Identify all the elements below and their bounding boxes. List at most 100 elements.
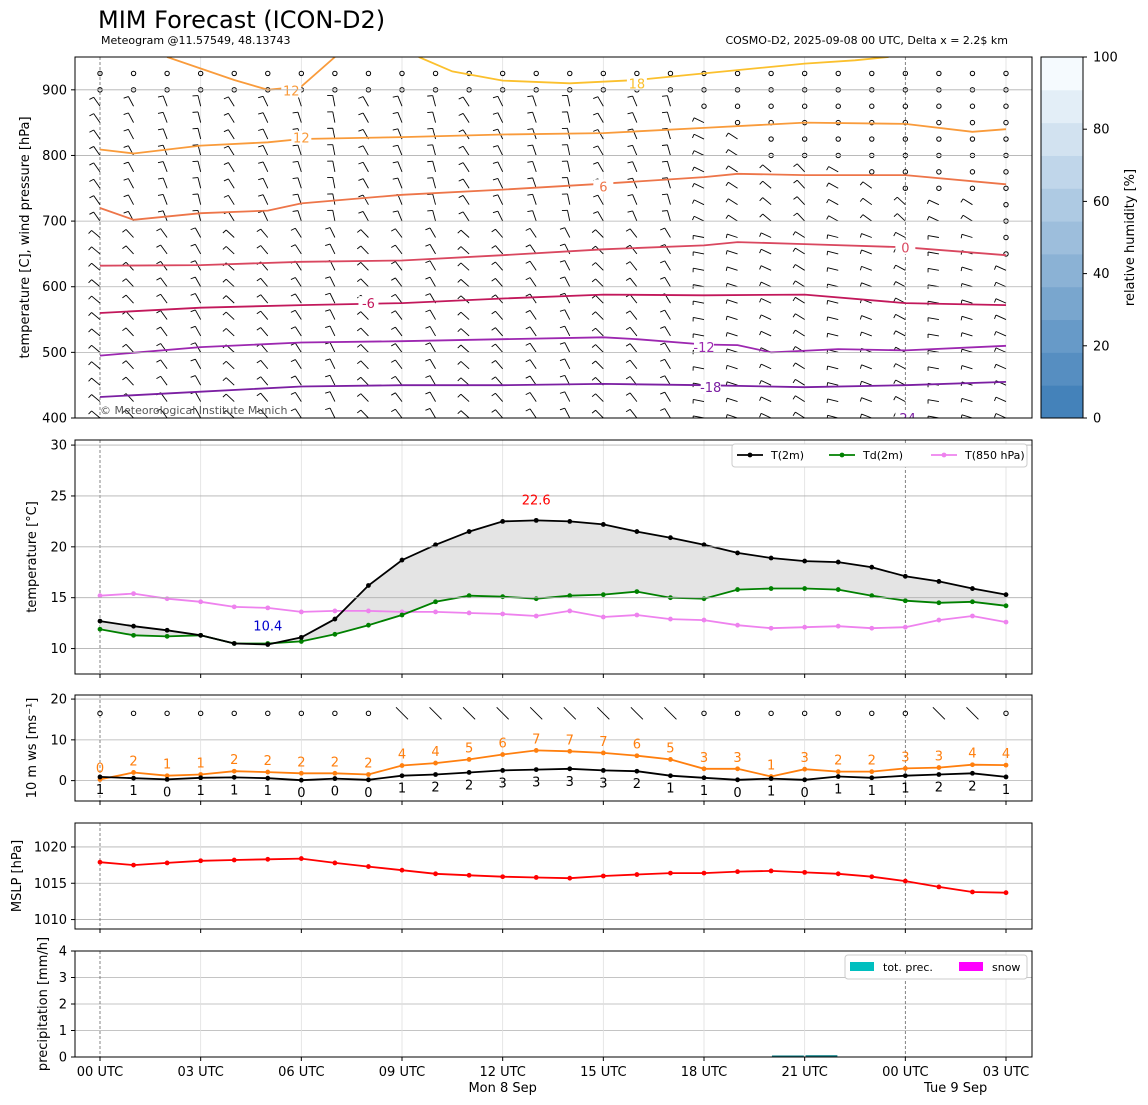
wind-label: 0 bbox=[331, 785, 339, 800]
wind-barb-flag bbox=[391, 359, 396, 363]
wind-barb-flag bbox=[625, 343, 631, 347]
wind-barb-flag bbox=[123, 194, 129, 198]
wind-barb-flag bbox=[356, 245, 362, 250]
wind-barb-flag bbox=[491, 261, 496, 266]
wind-barb-flag bbox=[527, 177, 533, 180]
temperature-ytick-label: 30 bbox=[50, 439, 67, 454]
wind-barb-flag bbox=[960, 299, 963, 304]
wind-barb bbox=[260, 310, 269, 320]
wind-barb bbox=[460, 311, 470, 320]
wind-barb-flag bbox=[157, 111, 164, 114]
wind-barb-flag bbox=[156, 326, 161, 330]
wind-barb-flag bbox=[859, 381, 862, 386]
colorbar-tick-label: 60 bbox=[1093, 195, 1110, 210]
wind-point bbox=[802, 777, 808, 783]
wind-barb-flag bbox=[625, 376, 631, 380]
wind-barb-flag bbox=[356, 360, 362, 365]
wind-barb-flag bbox=[123, 96, 129, 99]
wind-barb-flag bbox=[190, 325, 196, 329]
wind-barb bbox=[728, 132, 738, 140]
wind-barb bbox=[597, 96, 604, 107]
wind-barb bbox=[495, 310, 504, 320]
wind-barb-flag bbox=[122, 409, 127, 414]
wind-barb bbox=[460, 361, 470, 370]
wind-barb bbox=[495, 343, 504, 353]
wind-barb bbox=[495, 327, 504, 337]
wind-barb bbox=[228, 178, 235, 189]
wind-barb-flag bbox=[325, 358, 331, 361]
wind-point bbox=[399, 773, 405, 779]
wind-barb bbox=[495, 245, 504, 255]
wind-barb bbox=[861, 331, 872, 337]
wind-barb bbox=[795, 296, 805, 304]
wind-barb-flag bbox=[793, 212, 798, 217]
wind-barb bbox=[260, 376, 269, 386]
wind-barb-flag bbox=[391, 392, 396, 396]
wind-barb bbox=[564, 309, 571, 320]
wind-barb-flag bbox=[625, 244, 631, 249]
td2m-point bbox=[1003, 603, 1009, 609]
wind-barb-flag bbox=[759, 197, 764, 202]
wind-barb bbox=[429, 359, 436, 369]
wind-barb-flag bbox=[725, 299, 728, 304]
wind-barb bbox=[497, 194, 504, 205]
calm-wind-marker bbox=[936, 136, 942, 142]
wind-barb-flag bbox=[527, 128, 533, 130]
wind-barb bbox=[529, 342, 537, 353]
wind-barb-flag bbox=[458, 162, 464, 166]
wind-barb bbox=[693, 399, 705, 403]
wind-barb bbox=[460, 262, 470, 271]
wind-barb-flag bbox=[292, 128, 299, 130]
mslp-point bbox=[567, 875, 573, 881]
wind-barb bbox=[529, 375, 537, 386]
wind-barb bbox=[693, 366, 705, 370]
wind-barb-flag bbox=[792, 313, 796, 318]
wind-barb bbox=[629, 294, 638, 304]
wind-barb bbox=[726, 397, 738, 403]
wind-barb bbox=[927, 235, 939, 238]
wind-barb-flag bbox=[391, 228, 396, 232]
wind-barb-flag bbox=[759, 249, 762, 254]
wind-barb-flag bbox=[122, 278, 127, 282]
wind-barb bbox=[395, 261, 403, 271]
wind-barb bbox=[595, 311, 604, 320]
calm-wind-marker bbox=[835, 136, 841, 142]
surface-wind-barb bbox=[630, 707, 644, 720]
wind-barb bbox=[693, 215, 705, 222]
wind-barb-flag bbox=[994, 282, 997, 287]
wind-barb-flag bbox=[392, 95, 398, 98]
wind-barb-flag bbox=[759, 298, 762, 303]
colorbar-level bbox=[1041, 122, 1083, 156]
t850-point bbox=[198, 599, 204, 605]
precipitation-legend: tot. prec. snow bbox=[844, 954, 1028, 980]
t2m-point bbox=[265, 642, 271, 647]
wind-barb-flag bbox=[893, 232, 897, 237]
wind-barb-flag bbox=[492, 161, 498, 164]
calm-wind-marker bbox=[1003, 70, 1009, 77]
wind-barb-flag bbox=[591, 262, 596, 266]
wind-barb bbox=[632, 145, 638, 156]
wind-barb bbox=[726, 414, 738, 418]
wind-barb bbox=[595, 327, 604, 337]
wind-barb-flag bbox=[625, 310, 631, 314]
wind-barb bbox=[927, 333, 939, 337]
wind-barb bbox=[995, 347, 1007, 353]
wind-barb-flag bbox=[391, 376, 396, 380]
wind-barb bbox=[595, 409, 604, 418]
wind-barb-flag bbox=[223, 96, 229, 100]
wind-barb-flag bbox=[358, 96, 364, 99]
gust-label: 7 bbox=[532, 732, 540, 747]
date-label: Mon 8 Sep bbox=[468, 1081, 536, 1096]
wind-barb-flag bbox=[893, 196, 898, 201]
wind-barb-flag bbox=[427, 95, 433, 97]
wind-barb-flag bbox=[223, 145, 229, 149]
wind-label: 2 bbox=[968, 779, 976, 794]
wind-barb bbox=[796, 196, 805, 205]
wind-barb-flag bbox=[457, 229, 462, 234]
wind-barb bbox=[397, 194, 403, 205]
wind-barb bbox=[429, 326, 436, 337]
mslp-ytick-label: 1015 bbox=[34, 877, 67, 892]
wind-barb bbox=[895, 264, 906, 271]
wind-barb-flag bbox=[525, 408, 531, 412]
calm-wind-marker bbox=[936, 185, 942, 191]
